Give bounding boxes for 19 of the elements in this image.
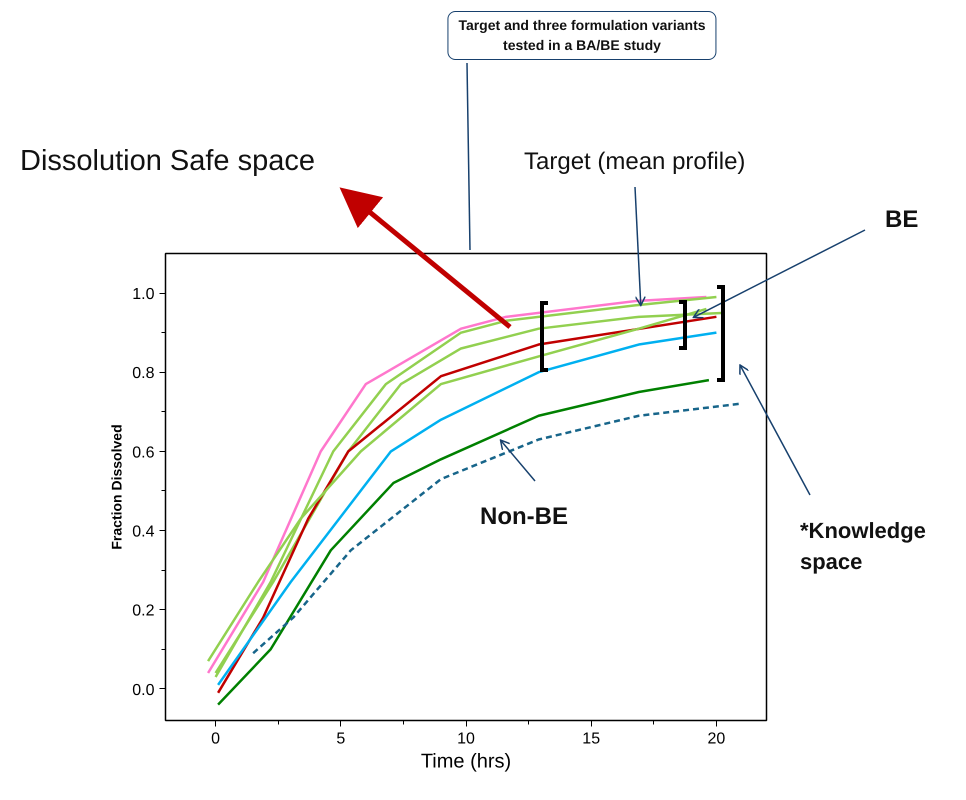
y-tick-label: 0.6 <box>132 444 155 462</box>
y-tick-label: 0.8 <box>132 365 155 382</box>
annotation: Target (mean profile) <box>524 147 746 177</box>
annotation: Dissolution Safe space <box>20 144 315 179</box>
y-tick-label: 0.0 <box>132 682 155 699</box>
y-tick-label: 0.2 <box>132 602 155 620</box>
y-axis-title: Fraction Dissolved <box>108 424 124 550</box>
annotation: Target and three formulation variants tested in a BA/BE study <box>447 11 717 60</box>
x-axis-title: Time (hrs) <box>420 750 512 772</box>
x-tick-label: 20 <box>708 730 726 748</box>
y-tick-label: 1.0 <box>132 286 155 304</box>
x-tick-label: 5 <box>336 730 346 748</box>
annotation: BE <box>885 205 918 235</box>
annotation: Non-BE <box>480 502 568 532</box>
annotation: *Knowledge space <box>800 517 926 576</box>
x-tick-label: 15 <box>582 730 600 748</box>
x-tick-label: 0 <box>211 730 220 748</box>
x-tick-label: 10 <box>457 730 475 748</box>
y-tick-label: 0.4 <box>132 524 155 541</box>
